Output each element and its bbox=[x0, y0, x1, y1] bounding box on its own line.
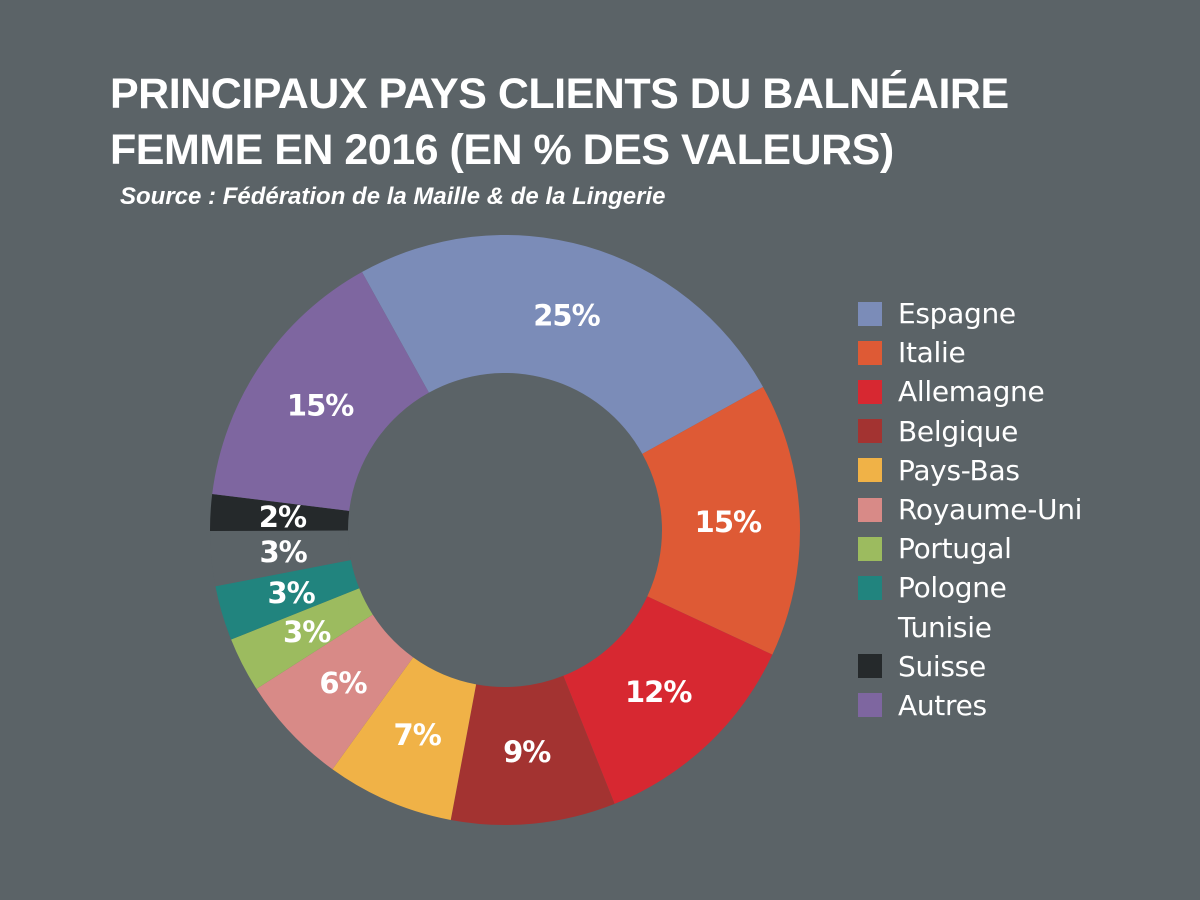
legend-item-portugal: Portugal bbox=[858, 529, 1082, 568]
legend-swatch bbox=[858, 536, 882, 561]
slice-tunisie bbox=[210, 530, 351, 587]
legend-label: Suisse bbox=[898, 649, 986, 683]
slice-label-autres: 15% bbox=[287, 388, 354, 422]
legend-swatch bbox=[858, 301, 882, 326]
legend-item-espagne: Espagne bbox=[858, 294, 1082, 333]
legend-swatch bbox=[858, 575, 882, 600]
legend-swatch bbox=[858, 458, 882, 483]
slice-label-tunisie: 3% bbox=[259, 535, 307, 569]
legend-swatch bbox=[858, 379, 882, 404]
slice-portugal bbox=[231, 588, 373, 689]
legend-label: Portugal bbox=[898, 532, 1012, 566]
legend-label: Belgique bbox=[898, 414, 1019, 448]
donut-slice-labels: 25%15%12%9%7%6%3%3%3%2%15% bbox=[259, 299, 763, 769]
legend-item-royaume-uni: Royaume-Uni bbox=[858, 490, 1082, 529]
slice-pays-bas bbox=[332, 657, 477, 820]
legend-item-tunisie: Tunisie bbox=[858, 608, 1082, 647]
slice-belgique bbox=[450, 675, 615, 826]
legend-label: Royaume-Uni bbox=[898, 493, 1083, 527]
slice-label-royaume-uni: 6% bbox=[319, 666, 367, 700]
legend-label: Allemagne bbox=[898, 375, 1045, 409]
slice-label-espagne: 25% bbox=[533, 299, 600, 333]
legend-swatch bbox=[858, 497, 882, 522]
legend-label: Pays-Bas bbox=[898, 453, 1020, 487]
legend-label: Italie bbox=[898, 336, 966, 370]
slice-espagne bbox=[361, 234, 764, 454]
legend-item-belgique: Belgique bbox=[858, 412, 1082, 451]
slice-label-suisse: 2% bbox=[259, 500, 307, 534]
slice-label-allemagne: 12% bbox=[625, 675, 692, 709]
slice-royaume-uni bbox=[256, 614, 414, 770]
legend-swatch bbox=[858, 615, 882, 640]
legend-label: Autres bbox=[898, 688, 987, 722]
legend-item-autres: Autres bbox=[858, 686, 1082, 725]
slice-label-pologne: 3% bbox=[267, 576, 315, 610]
legend-label: Pologne bbox=[898, 571, 1007, 605]
legend-item-pologne: Pologne bbox=[858, 568, 1082, 607]
chart-source: Source : Fédération de la Maille & de la… bbox=[120, 183, 666, 210]
legend-swatch bbox=[858, 340, 882, 365]
chart-title-line-1: PRINCIPAUX PAYS CLIENTS DU BALNÉAIRE bbox=[110, 70, 1009, 118]
legend-item-allemagne: Allemagne bbox=[858, 372, 1082, 411]
slice-suisse bbox=[210, 494, 350, 532]
slice-autres bbox=[212, 271, 429, 511]
chart-title-line-2: FEMME EN 2016 (EN % DES VALEURS) bbox=[110, 126, 894, 174]
legend-item-italie: Italie bbox=[858, 333, 1082, 372]
donut-slices bbox=[210, 234, 800, 826]
legend-swatch bbox=[858, 419, 882, 444]
legend-swatch bbox=[858, 654, 882, 679]
slice-label-portugal: 3% bbox=[283, 615, 331, 649]
slice-italie bbox=[642, 386, 800, 655]
slice-label-italie: 15% bbox=[695, 505, 762, 539]
chart-title: PRINCIPAUX PAYS CLIENTS DU BALNÉAIRE FEM… bbox=[110, 66, 1009, 178]
slice-allemagne bbox=[563, 596, 773, 804]
chart-legend: Espagne Italie Allemagne Belgique Pays-Bas Ro… bbox=[858, 294, 1082, 725]
legend-label: Espagne bbox=[898, 297, 1016, 331]
legend-item-pays-bas: Pays-Bas bbox=[858, 451, 1082, 490]
legend-swatch bbox=[858, 693, 882, 718]
slice-label-pays-bas: 7% bbox=[394, 718, 442, 752]
legend-label: Tunisie bbox=[898, 610, 992, 644]
slice-pologne bbox=[215, 559, 360, 640]
legend-item-suisse: Suisse bbox=[858, 647, 1082, 686]
slice-label-belgique: 9% bbox=[503, 735, 551, 769]
